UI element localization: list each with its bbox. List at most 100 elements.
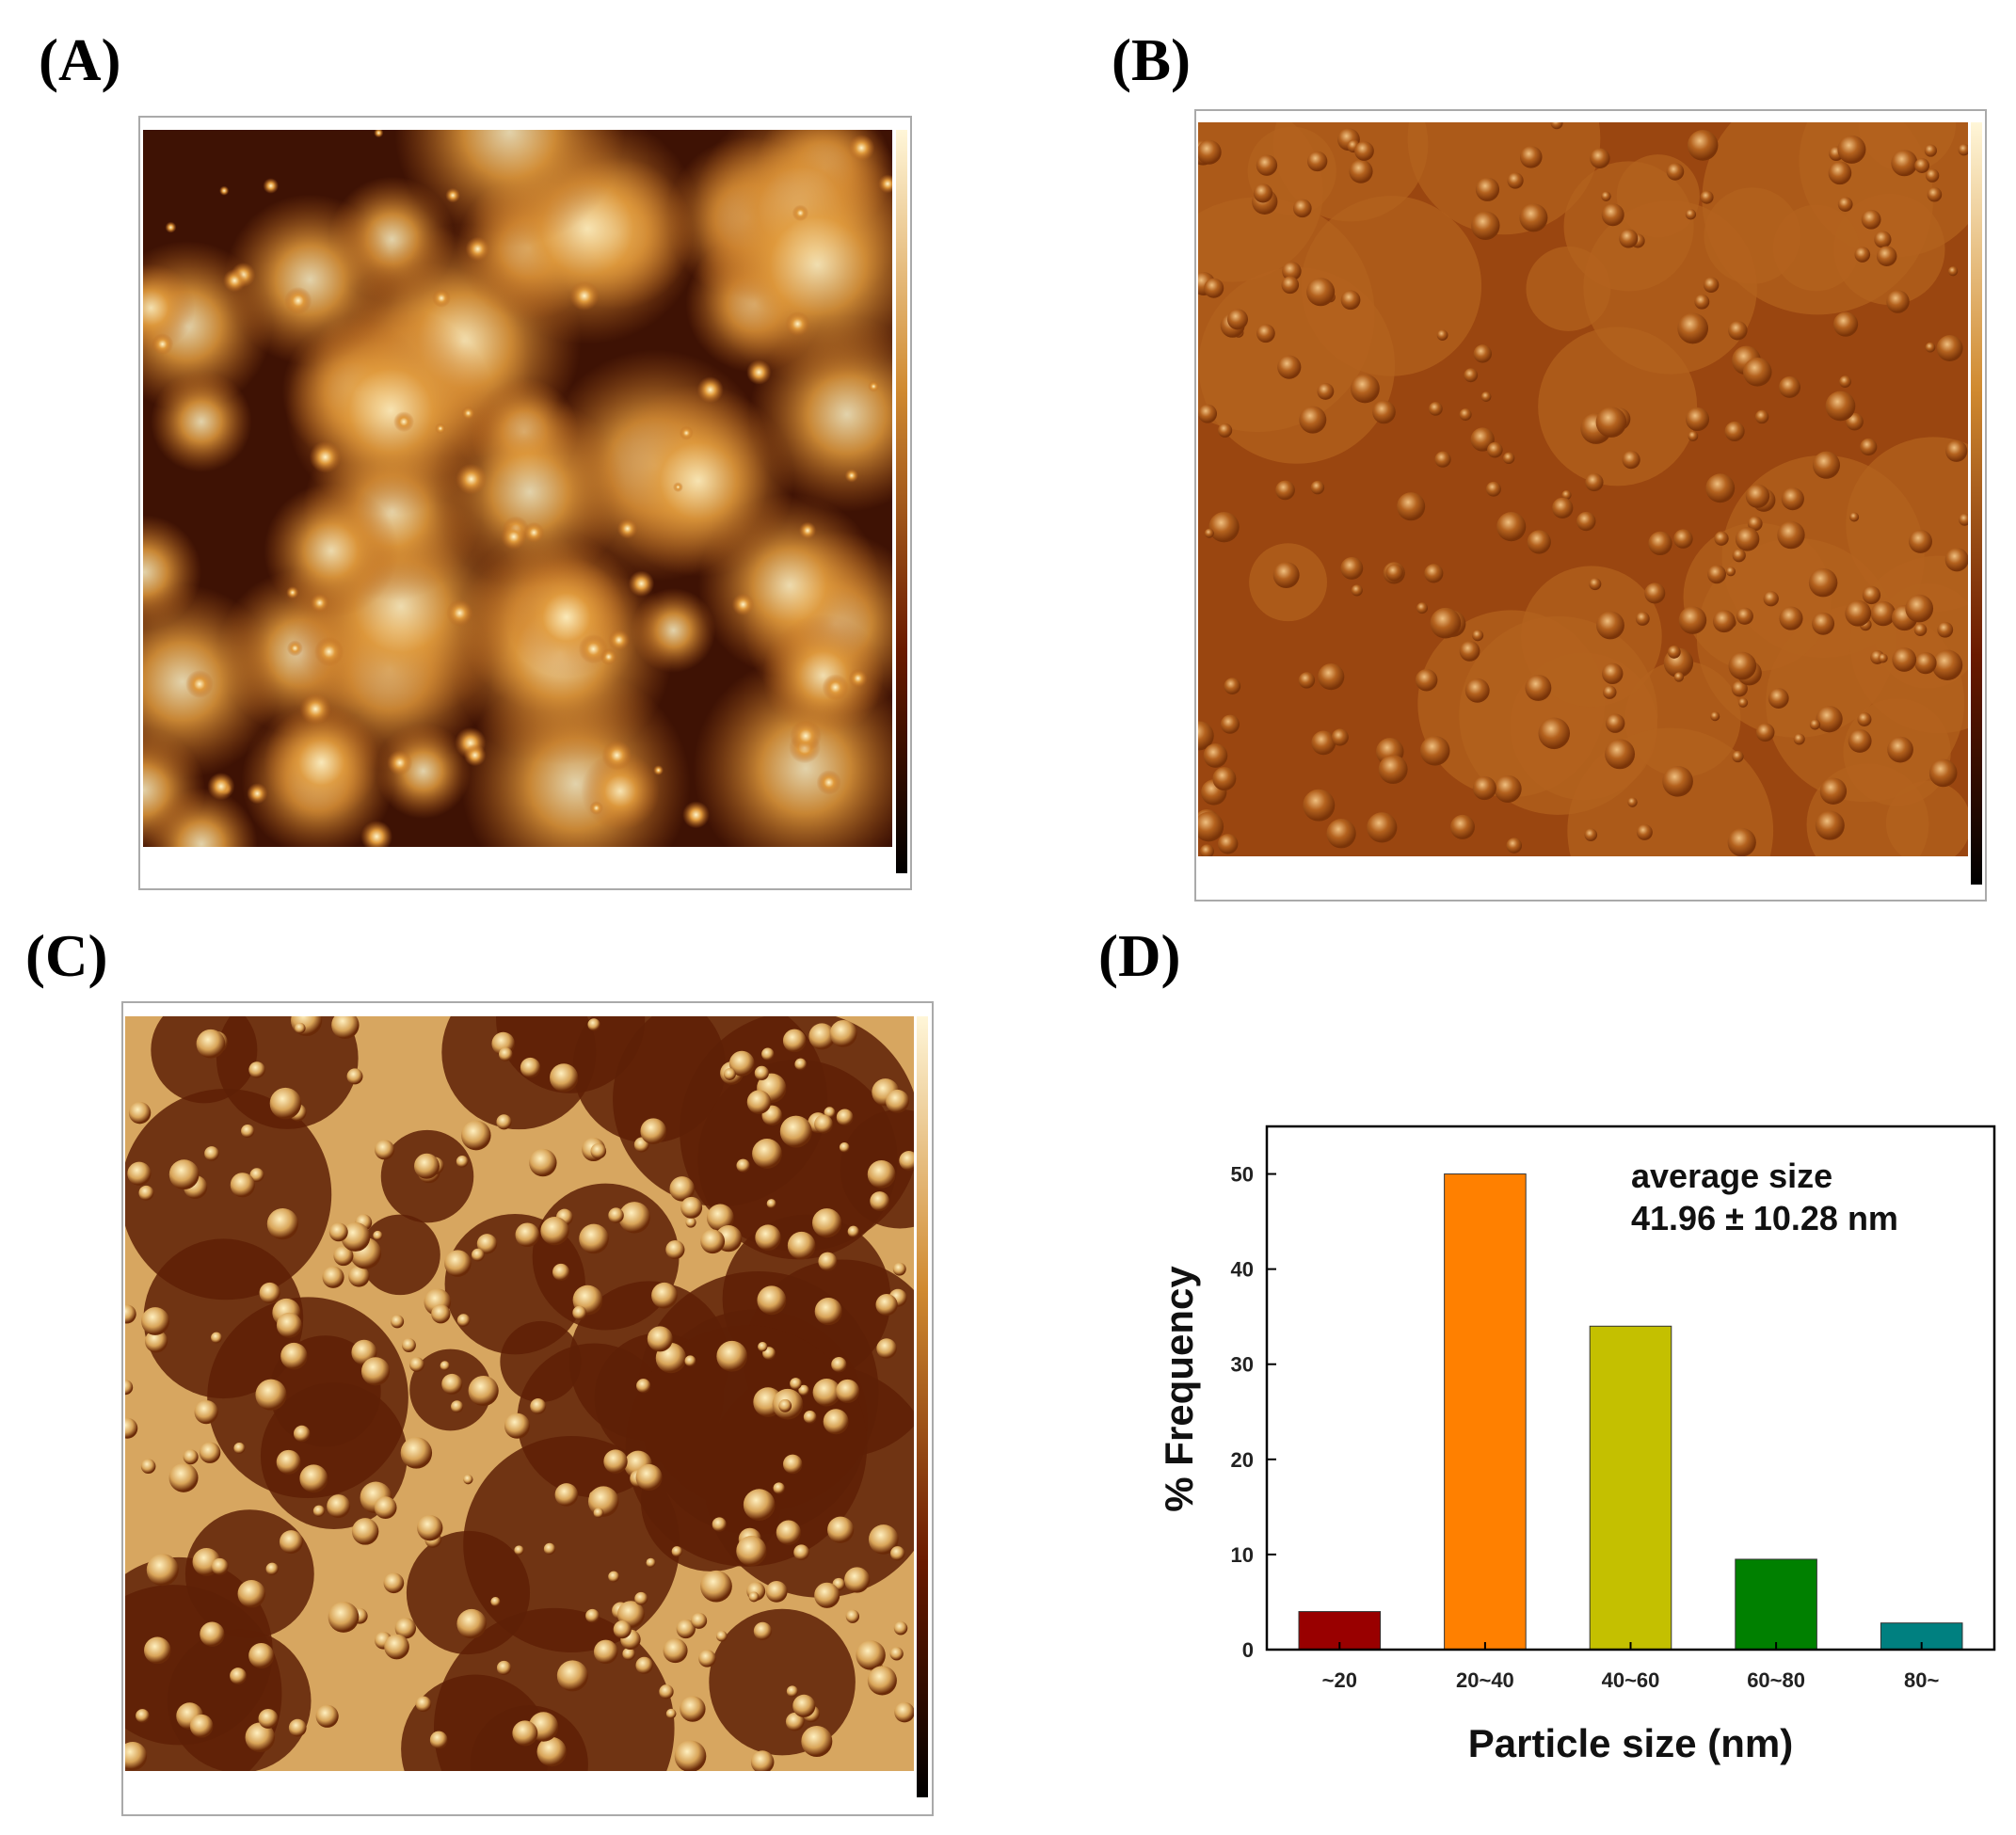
texture-particle <box>1275 480 1295 501</box>
texture-particle <box>827 1516 855 1543</box>
texture-particle <box>1576 511 1596 532</box>
texture-particle <box>1703 277 1720 294</box>
texture-particle <box>1525 674 1552 701</box>
texture-particle <box>444 1250 472 1277</box>
texture-particle <box>1277 355 1302 379</box>
texture-particle <box>432 289 451 308</box>
texture-blob <box>532 1183 680 1331</box>
bar <box>1444 1173 1527 1651</box>
texture-particle <box>515 1222 540 1248</box>
texture-particle <box>1311 730 1336 756</box>
afm-texture <box>1198 122 1968 856</box>
texture-particle <box>1886 290 1910 313</box>
texture-particle <box>138 1185 154 1201</box>
texture-particle <box>1857 711 1872 726</box>
texture-particle <box>552 1263 570 1281</box>
texture-particle <box>635 1656 653 1674</box>
texture-particle <box>1198 811 1224 842</box>
texture-particle <box>787 1231 816 1260</box>
texture-particle <box>1777 520 1805 550</box>
texture-particle <box>374 130 384 138</box>
texture-particle <box>463 743 487 767</box>
texture-blob <box>709 1608 856 1756</box>
texture-particle <box>165 221 177 233</box>
texture-particle <box>765 1580 788 1603</box>
texture-particle <box>640 1118 667 1145</box>
texture-particle <box>1496 512 1527 542</box>
texture-blob <box>143 584 280 779</box>
texture-particle <box>1589 578 1602 591</box>
texture-particle <box>1253 184 1273 203</box>
texture-particle <box>894 1701 914 1723</box>
texture-particle <box>1825 391 1856 422</box>
texture-particle <box>1354 141 1374 161</box>
texture-particle <box>812 1378 841 1407</box>
texture-blob <box>406 1530 531 1655</box>
texture-particle <box>736 1536 767 1567</box>
texture-particle <box>698 1650 716 1667</box>
texture-particle <box>1494 774 1522 803</box>
texture-particle <box>1272 562 1300 589</box>
texture-particle <box>682 801 710 829</box>
texture-particle <box>185 670 214 698</box>
texture-particle <box>140 1459 156 1475</box>
texture-particle <box>836 1109 854 1126</box>
texture-particle <box>746 1090 772 1114</box>
texture-particle <box>1419 736 1450 766</box>
texture-particle <box>792 204 809 222</box>
texture-blob <box>264 704 379 821</box>
texture-particle <box>1928 758 1958 788</box>
afm-texture <box>143 130 892 847</box>
texture-blob <box>1538 327 1698 487</box>
texture-particle <box>249 1168 264 1183</box>
texture-particle <box>1707 565 1727 584</box>
texture-particle <box>1909 529 1932 553</box>
texture-particle <box>1464 678 1490 703</box>
texture-particle <box>490 1596 501 1607</box>
texture-particle <box>1298 672 1316 689</box>
texture-particle <box>1507 172 1524 189</box>
texture-particle <box>669 1176 695 1202</box>
texture-particle <box>1937 621 1954 638</box>
texture-particle <box>1506 838 1523 854</box>
texture-particle <box>125 1417 138 1439</box>
texture-blob <box>840 1109 914 1229</box>
texture-particle <box>831 1357 847 1373</box>
texture-particle <box>746 359 772 385</box>
texture-particle <box>440 1361 450 1371</box>
texture-particle <box>1685 209 1697 220</box>
texture-particle <box>387 750 413 776</box>
texture-particle <box>1434 451 1451 468</box>
texture-particle <box>753 1621 772 1640</box>
texture-particle <box>435 423 446 435</box>
texture-blob <box>1407 122 1601 235</box>
texture-particle <box>1218 423 1233 438</box>
texture-particle <box>1860 438 1878 456</box>
texture-particle <box>1878 653 1888 663</box>
texture-particle <box>867 1160 896 1189</box>
texture-particle <box>1768 688 1789 709</box>
texture-particle <box>647 1326 673 1352</box>
x-tick-label: 40~60 <box>1602 1668 1660 1692</box>
panel-label: (D) <box>1098 923 1180 989</box>
texture-particle <box>1475 177 1500 201</box>
texture-blob <box>1772 204 1860 292</box>
texture-particle <box>1198 404 1218 423</box>
texture-particle <box>468 1375 499 1407</box>
texture-particle <box>456 1314 471 1327</box>
texture-particle <box>793 1544 809 1561</box>
texture-particle <box>868 1524 899 1555</box>
texture-particle <box>696 376 724 404</box>
texture-particle <box>1198 139 1222 165</box>
texture-particle <box>1839 375 1851 388</box>
texture-particle <box>1208 512 1240 543</box>
texture-particle <box>276 1449 301 1475</box>
texture-particle <box>543 1542 556 1556</box>
texture-particle <box>315 1704 339 1728</box>
texture-particle <box>593 1639 618 1665</box>
texture-particle <box>1694 294 1710 310</box>
texture-particle <box>1601 191 1611 201</box>
texture-particle <box>758 1341 768 1352</box>
texture-particle <box>1644 582 1666 604</box>
texture-particle <box>530 1398 547 1414</box>
